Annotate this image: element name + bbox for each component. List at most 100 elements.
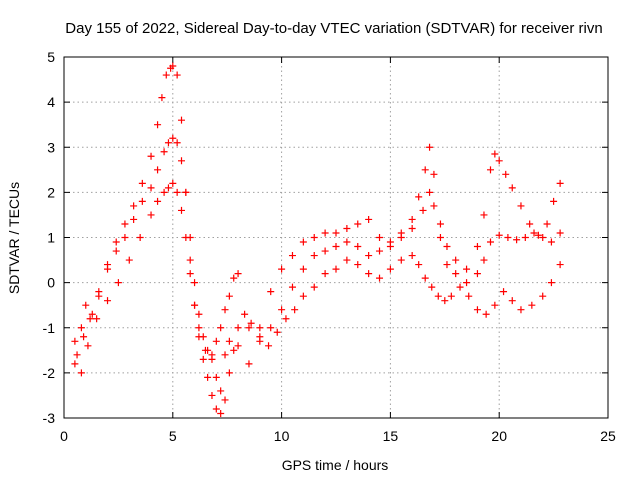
x-tick-label: 10 bbox=[274, 428, 290, 444]
data-point bbox=[195, 324, 203, 332]
data-point bbox=[473, 270, 481, 278]
data-point bbox=[556, 229, 564, 237]
series-track-mid bbox=[73, 134, 564, 359]
data-point bbox=[221, 306, 229, 314]
data-point bbox=[204, 346, 212, 354]
data-point bbox=[186, 270, 194, 278]
data-point bbox=[173, 139, 181, 147]
data-point bbox=[267, 324, 275, 332]
data-point bbox=[84, 342, 92, 350]
data-point bbox=[95, 292, 103, 300]
data-point bbox=[502, 170, 510, 178]
data-point bbox=[130, 215, 138, 223]
data-point bbox=[169, 179, 177, 187]
data-point bbox=[291, 306, 299, 314]
data-point bbox=[147, 211, 155, 219]
data-point bbox=[321, 247, 329, 255]
data-point bbox=[365, 252, 373, 260]
data-point bbox=[408, 252, 416, 260]
data-point bbox=[265, 342, 273, 350]
data-point bbox=[376, 234, 384, 241]
data-point bbox=[88, 310, 96, 318]
data-point bbox=[428, 283, 436, 291]
data-point bbox=[456, 283, 464, 291]
data-point bbox=[225, 292, 233, 300]
data-point bbox=[386, 265, 394, 273]
data-point bbox=[556, 261, 564, 269]
data-point bbox=[443, 243, 451, 251]
data-point bbox=[245, 360, 253, 368]
data-point bbox=[182, 188, 190, 196]
data-marks bbox=[71, 62, 564, 417]
data-point bbox=[164, 184, 172, 192]
data-point bbox=[528, 301, 536, 309]
data-point bbox=[130, 202, 138, 210]
data-point bbox=[539, 234, 547, 241]
x-tick-label: 15 bbox=[383, 428, 399, 444]
data-point bbox=[491, 301, 499, 309]
data-point bbox=[486, 238, 494, 246]
data-point bbox=[162, 71, 170, 79]
data-point bbox=[217, 324, 225, 332]
data-point bbox=[473, 243, 481, 251]
data-point bbox=[225, 369, 233, 377]
data-point bbox=[164, 139, 172, 147]
data-point bbox=[508, 297, 516, 305]
data-point bbox=[169, 62, 177, 70]
data-point bbox=[230, 274, 238, 282]
data-point bbox=[80, 333, 88, 341]
data-point bbox=[234, 324, 242, 332]
data-point bbox=[441, 297, 449, 305]
data-point bbox=[73, 351, 81, 359]
data-point bbox=[495, 157, 503, 165]
data-point bbox=[154, 121, 162, 129]
data-point bbox=[426, 143, 434, 151]
data-point bbox=[480, 211, 488, 219]
data-point bbox=[463, 279, 471, 287]
axis-ticks: 0 5 10 15 20 25 -3 -2 -1 0 1 2 3 4 5 bbox=[43, 49, 616, 444]
data-point bbox=[415, 193, 423, 201]
data-point bbox=[543, 220, 551, 228]
data-point bbox=[452, 256, 460, 264]
data-point bbox=[247, 319, 255, 327]
data-point bbox=[178, 157, 186, 165]
data-point bbox=[495, 231, 503, 239]
data-point bbox=[376, 274, 384, 282]
data-point bbox=[77, 369, 85, 377]
data-point bbox=[125, 256, 133, 264]
data-point bbox=[332, 229, 340, 237]
data-point bbox=[154, 166, 162, 174]
y-tick-label: 3 bbox=[47, 139, 55, 155]
data-point bbox=[539, 292, 547, 300]
data-point bbox=[299, 265, 307, 273]
x-axis-label: GPS time / hours bbox=[282, 457, 389, 473]
data-point bbox=[482, 310, 490, 318]
data-point bbox=[386, 238, 394, 246]
data-point bbox=[310, 252, 318, 260]
data-point bbox=[310, 234, 318, 241]
data-point bbox=[365, 215, 373, 223]
data-point bbox=[221, 351, 229, 359]
data-point bbox=[245, 324, 253, 332]
data-point bbox=[288, 283, 296, 291]
data-point bbox=[104, 297, 112, 305]
data-point bbox=[534, 231, 542, 239]
data-point bbox=[282, 315, 290, 323]
data-point bbox=[195, 333, 203, 341]
data-point bbox=[278, 265, 286, 273]
data-point bbox=[234, 342, 242, 350]
data-point bbox=[82, 301, 90, 309]
data-point bbox=[517, 202, 525, 210]
data-point bbox=[332, 243, 340, 251]
data-point bbox=[365, 270, 373, 278]
data-point bbox=[288, 252, 296, 260]
data-point bbox=[504, 234, 512, 241]
data-point bbox=[112, 238, 120, 246]
x-tick-label: 25 bbox=[600, 428, 616, 444]
x-tick-label: 5 bbox=[169, 428, 177, 444]
data-point bbox=[354, 220, 362, 228]
data-point bbox=[256, 324, 264, 332]
data-point bbox=[299, 238, 307, 246]
data-point bbox=[321, 229, 329, 237]
data-point bbox=[77, 324, 85, 332]
